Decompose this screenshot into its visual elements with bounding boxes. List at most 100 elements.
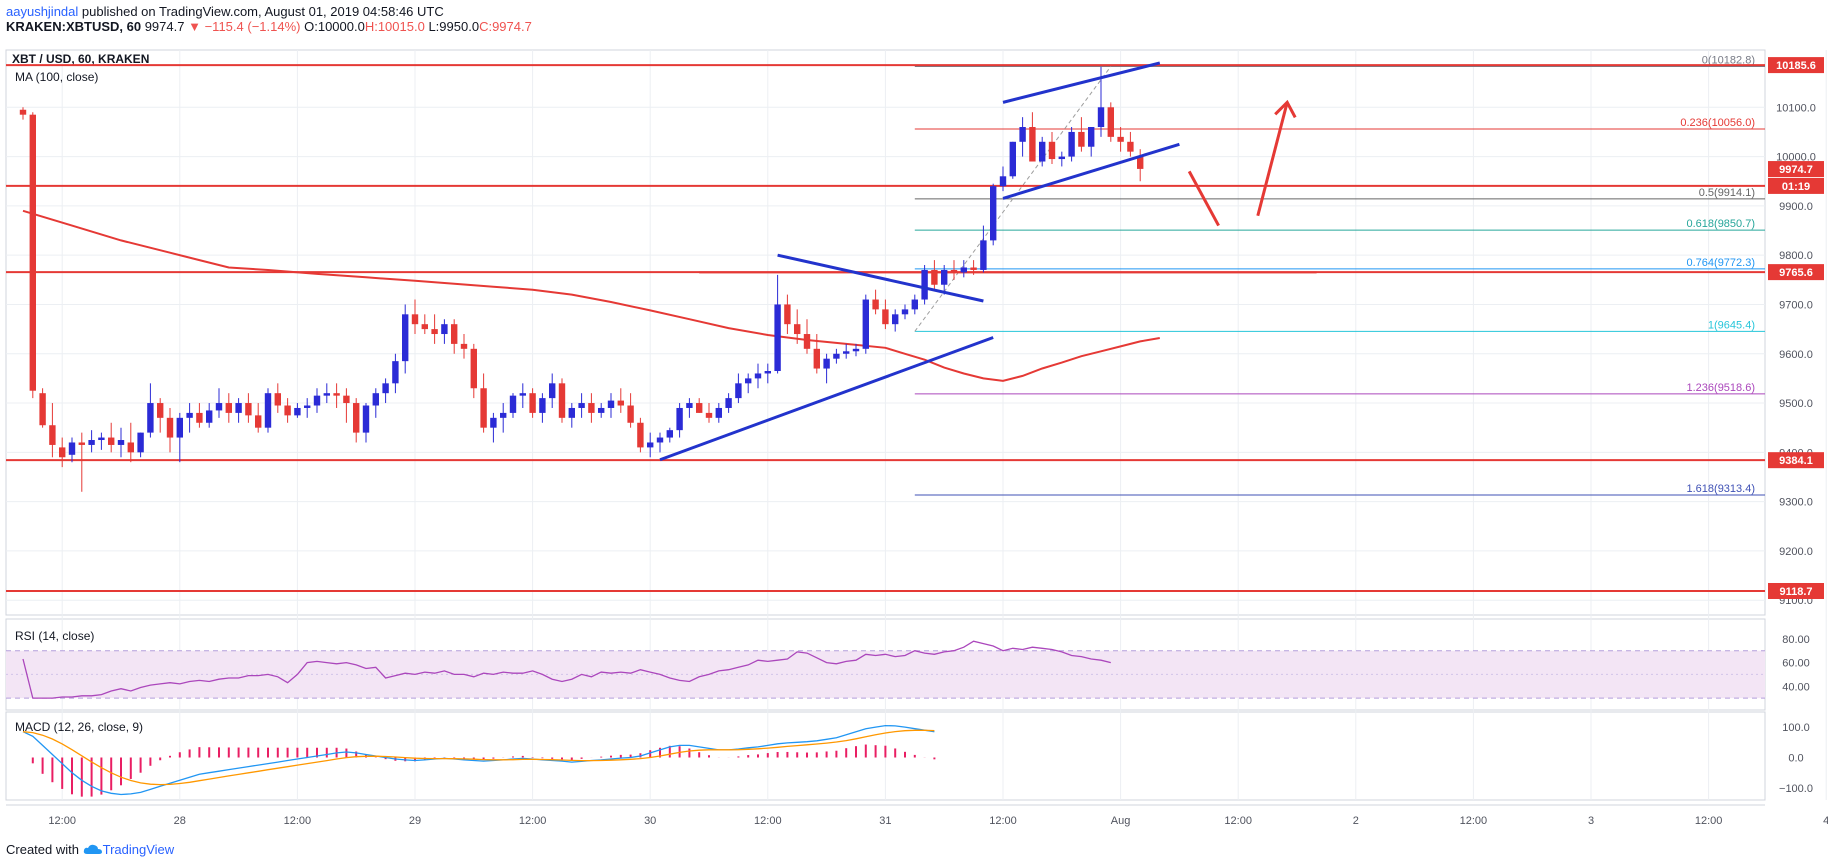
- candle-body: [127, 442, 134, 453]
- candle-body: [598, 407, 605, 413]
- candle-body: [68, 442, 76, 455]
- candle-body: [715, 407, 722, 418]
- candle-body: [1117, 136, 1124, 142]
- candle-body: [921, 269, 928, 300]
- ohlc-low: L:9950.0: [428, 19, 480, 34]
- candle-body: [1127, 141, 1134, 152]
- candle-body: [764, 371, 771, 374]
- candle-body: [705, 412, 713, 418]
- candle-body: [1068, 131, 1075, 157]
- candle-body: [39, 393, 46, 426]
- price-level-label: 9384.1: [1779, 455, 1813, 467]
- ohlc-open: O:10000.0: [304, 19, 365, 34]
- x-tick-label: 30: [644, 815, 656, 827]
- candle-body: [1019, 127, 1026, 142]
- candle-body: [353, 403, 360, 433]
- fib-level-label: 1(9645.4): [1708, 319, 1755, 331]
- candle-body: [794, 324, 801, 335]
- last-price-box: [1768, 161, 1824, 178]
- chart-title: XBT / USD, 60, KRAKEN: [12, 52, 149, 66]
- y-tick-label: 10100.0: [1776, 102, 1816, 114]
- price-level-label: 9765.6: [1779, 267, 1813, 279]
- candle-body: [823, 358, 830, 369]
- candle-body: [421, 324, 428, 330]
- x-tick-label: 4: [1823, 815, 1828, 827]
- candle-body: [274, 393, 281, 406]
- candle-body: [19, 109, 27, 115]
- tradingview-brand[interactable]: TradingView: [102, 842, 175, 857]
- macd-line: [22, 724, 935, 796]
- candle-body: [872, 299, 879, 310]
- rsi-tick-label: 60.00: [1782, 658, 1810, 670]
- ohlc-close: C:9974.7: [479, 19, 532, 34]
- candle-body: [392, 361, 399, 384]
- candle-body: [637, 422, 644, 448]
- candle-body: [451, 324, 458, 344]
- candle-body: [402, 314, 409, 362]
- candle-body: [745, 378, 752, 384]
- candle-body: [529, 393, 536, 413]
- trendline: [1002, 61, 1161, 104]
- price-level-box: [1768, 582, 1824, 599]
- ohlc-high: H:10015.0: [364, 19, 425, 34]
- author-link[interactable]: aayushjindal: [6, 4, 79, 19]
- fib-anchor-line: [914, 66, 1112, 332]
- candle-body: [568, 407, 575, 418]
- price-level-label: 10185.6: [1776, 60, 1816, 72]
- x-tick-label: 28: [174, 815, 186, 827]
- price-level-box: [1768, 57, 1824, 74]
- candle-body: [166, 417, 174, 438]
- fib-level-label: 0(10182.8): [1702, 54, 1755, 66]
- candle-body: [206, 410, 213, 423]
- price-level-label: 9118.7: [1779, 586, 1812, 598]
- y-tick-label: 9700.0: [1779, 299, 1813, 311]
- candle-body: [137, 432, 144, 453]
- candle-body: [1088, 127, 1095, 147]
- candle-body: [284, 405, 291, 416]
- y-tick-label: 9300.0: [1779, 497, 1813, 509]
- macd-label: MACD (12, 26, close, 9): [15, 720, 143, 734]
- candle-body: [431, 329, 438, 335]
- x-tick-label: Aug: [1111, 815, 1131, 827]
- ma100-line: [22, 209, 1160, 382]
- fib-level-label: 0.618(9850.7): [1687, 218, 1756, 230]
- countdown-box: [1768, 178, 1824, 194]
- candle-body: [117, 440, 125, 445]
- candle-body: [607, 400, 615, 408]
- price-level-box: [1768, 452, 1824, 469]
- candle-body: [725, 398, 732, 408]
- candle-body: [882, 309, 889, 325]
- candle-body: [460, 343, 468, 349]
- x-tick-label: 12:00: [519, 815, 547, 827]
- candle-body: [627, 405, 634, 423]
- candle-body: [696, 403, 703, 413]
- ticker-label: KRAKEN:XBTUSD, 60: [6, 19, 142, 34]
- candle-body: [147, 403, 154, 433]
- candle-body: [323, 393, 330, 396]
- candle-body: [990, 186, 997, 241]
- candle-body: [676, 407, 683, 431]
- candle-body: [754, 373, 762, 379]
- candle-body: [294, 407, 301, 416]
- x-tick-label: 12:00: [1460, 815, 1488, 827]
- candle-body: [382, 383, 389, 394]
- candle-body: [941, 269, 948, 285]
- candle-body: [411, 314, 419, 325]
- x-tick-label: 2: [1353, 815, 1359, 827]
- y-tick-label: 9800.0: [1779, 250, 1813, 262]
- projection-down-arrow: [1187, 170, 1220, 227]
- candle-body: [1058, 156, 1065, 160]
- candle-body: [235, 403, 242, 413]
- candle-body: [892, 314, 899, 325]
- arrowhead-icon: [1274, 99, 1297, 119]
- candle-body: [78, 442, 85, 445]
- projection-up-arrow: [1256, 101, 1289, 217]
- candle-body: [549, 383, 556, 399]
- candle-body: [343, 395, 350, 404]
- x-tick-label: 12:00: [1695, 815, 1723, 827]
- fib-level-label: 0.236(10056.0): [1680, 117, 1755, 129]
- candle-body: [245, 403, 252, 416]
- candle-body: [176, 417, 183, 438]
- trendline: [659, 336, 994, 462]
